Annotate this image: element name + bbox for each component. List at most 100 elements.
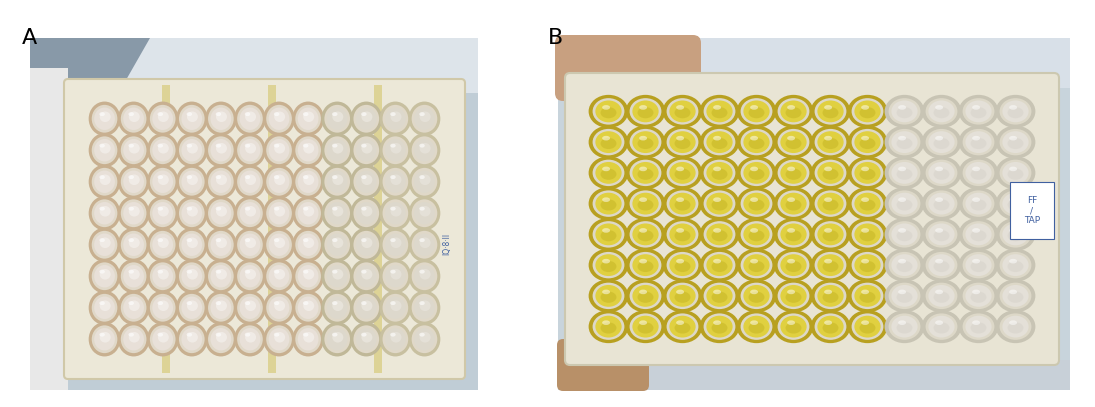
Ellipse shape: [861, 197, 869, 202]
Ellipse shape: [240, 234, 261, 256]
Ellipse shape: [274, 206, 285, 217]
Ellipse shape: [669, 193, 695, 214]
Ellipse shape: [669, 254, 695, 276]
Ellipse shape: [888, 282, 921, 309]
Ellipse shape: [390, 144, 395, 148]
Ellipse shape: [361, 143, 372, 153]
Ellipse shape: [861, 320, 869, 325]
Ellipse shape: [147, 133, 178, 167]
Ellipse shape: [935, 105, 943, 110]
Ellipse shape: [268, 234, 289, 256]
Ellipse shape: [391, 206, 402, 217]
Ellipse shape: [885, 156, 924, 189]
Ellipse shape: [274, 332, 285, 343]
Ellipse shape: [326, 297, 347, 319]
Ellipse shape: [700, 156, 739, 189]
Ellipse shape: [298, 234, 319, 256]
Ellipse shape: [100, 237, 111, 248]
Ellipse shape: [245, 237, 256, 248]
Ellipse shape: [385, 297, 406, 319]
Ellipse shape: [92, 136, 117, 164]
Ellipse shape: [332, 237, 344, 248]
Ellipse shape: [600, 261, 616, 272]
Ellipse shape: [94, 297, 115, 319]
Text: FF
/
TAP: FF / TAP: [1024, 196, 1040, 225]
Ellipse shape: [182, 107, 203, 130]
Ellipse shape: [240, 202, 261, 225]
Ellipse shape: [245, 269, 251, 274]
Ellipse shape: [128, 144, 134, 148]
Ellipse shape: [891, 285, 918, 307]
Ellipse shape: [268, 202, 289, 225]
Ellipse shape: [1010, 320, 1017, 325]
Ellipse shape: [885, 95, 924, 128]
Ellipse shape: [89, 196, 120, 230]
Ellipse shape: [354, 231, 379, 258]
Ellipse shape: [176, 102, 208, 136]
Bar: [558, 38, 1070, 88]
Ellipse shape: [128, 112, 134, 116]
Ellipse shape: [274, 175, 285, 185]
Ellipse shape: [100, 206, 111, 217]
Ellipse shape: [737, 279, 776, 313]
Ellipse shape: [187, 269, 198, 280]
Ellipse shape: [749, 230, 764, 241]
Ellipse shape: [972, 320, 980, 325]
Ellipse shape: [216, 333, 221, 337]
Ellipse shape: [817, 254, 843, 276]
Ellipse shape: [414, 328, 435, 350]
Ellipse shape: [852, 160, 884, 186]
Ellipse shape: [92, 105, 117, 133]
Ellipse shape: [414, 297, 435, 319]
Ellipse shape: [592, 190, 624, 217]
Ellipse shape: [205, 133, 237, 167]
Ellipse shape: [891, 162, 918, 184]
Ellipse shape: [118, 196, 150, 230]
Ellipse shape: [380, 196, 412, 230]
Ellipse shape: [713, 105, 722, 110]
Ellipse shape: [970, 199, 987, 210]
Ellipse shape: [600, 168, 616, 180]
Ellipse shape: [100, 207, 105, 210]
Ellipse shape: [234, 291, 266, 325]
FancyBboxPatch shape: [557, 339, 649, 391]
Ellipse shape: [704, 252, 736, 278]
Ellipse shape: [303, 143, 314, 153]
Ellipse shape: [178, 263, 205, 290]
Ellipse shape: [187, 112, 198, 122]
Ellipse shape: [152, 202, 173, 225]
Ellipse shape: [120, 136, 147, 164]
Ellipse shape: [303, 175, 314, 185]
Ellipse shape: [332, 300, 344, 311]
Ellipse shape: [100, 269, 105, 274]
Ellipse shape: [92, 263, 117, 290]
Ellipse shape: [817, 316, 843, 337]
Ellipse shape: [361, 112, 367, 116]
Ellipse shape: [815, 98, 846, 125]
Ellipse shape: [216, 269, 227, 280]
Ellipse shape: [178, 199, 205, 227]
Ellipse shape: [630, 190, 661, 217]
Ellipse shape: [675, 230, 691, 241]
Ellipse shape: [744, 193, 770, 214]
Ellipse shape: [356, 297, 377, 319]
Ellipse shape: [897, 230, 912, 241]
Ellipse shape: [888, 160, 921, 186]
Ellipse shape: [419, 175, 430, 185]
Ellipse shape: [1000, 98, 1031, 125]
Ellipse shape: [891, 254, 918, 276]
Ellipse shape: [361, 206, 372, 217]
Ellipse shape: [596, 101, 622, 122]
Ellipse shape: [361, 207, 367, 210]
Ellipse shape: [625, 310, 666, 343]
Ellipse shape: [860, 261, 876, 272]
Ellipse shape: [187, 237, 198, 248]
Ellipse shape: [303, 112, 309, 116]
Ellipse shape: [382, 263, 408, 290]
Ellipse shape: [321, 196, 353, 230]
Ellipse shape: [354, 136, 379, 164]
Ellipse shape: [147, 228, 178, 262]
Ellipse shape: [929, 193, 955, 214]
Ellipse shape: [625, 156, 666, 189]
Ellipse shape: [245, 144, 251, 148]
